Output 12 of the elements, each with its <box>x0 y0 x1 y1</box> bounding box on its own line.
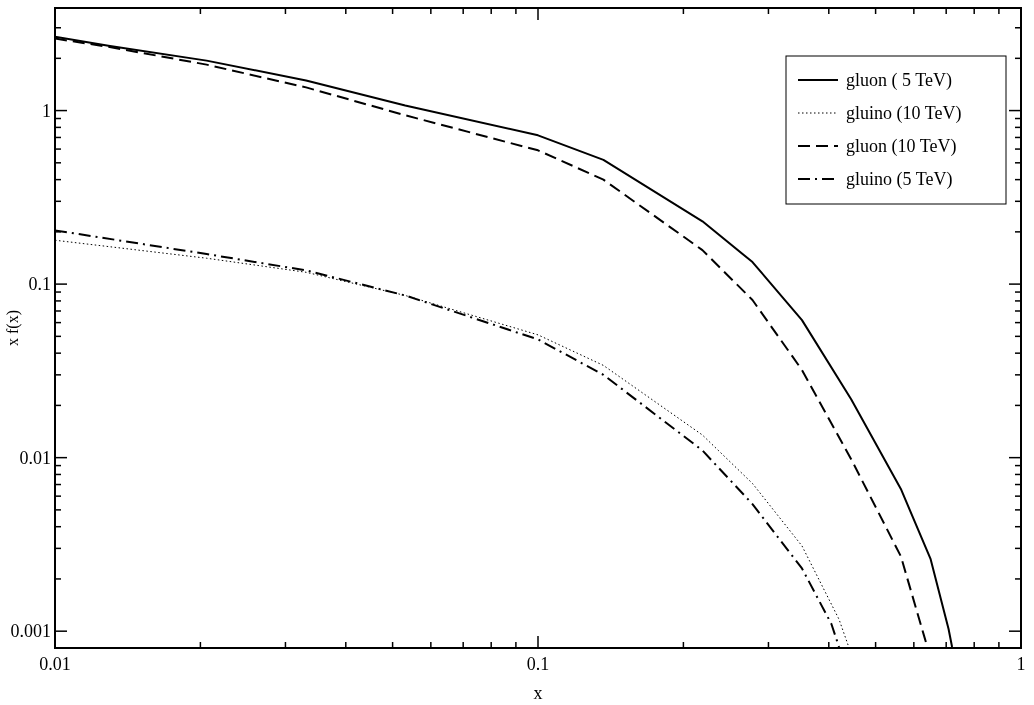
y-axis-title: x f(x) <box>4 310 22 346</box>
y-tick-label: 0.01 <box>19 447 51 468</box>
y-tick-label: 1 <box>42 100 51 121</box>
x-axis-title: x <box>533 683 543 703</box>
x-tick-label: 0.1 <box>526 654 550 674</box>
y-tick-label: 0.1 <box>28 274 51 295</box>
y-tick-label: 0.001 <box>10 621 51 642</box>
legend-label: gluon (10 TeV) <box>846 136 957 157</box>
x-tick-label: 1 <box>1016 654 1026 674</box>
legend-label: gluino (5 TeV) <box>846 169 953 190</box>
legend-label: gluino (10 TeV) <box>846 103 962 124</box>
legend-label: gluon ( 5 TeV) <box>846 70 952 91</box>
